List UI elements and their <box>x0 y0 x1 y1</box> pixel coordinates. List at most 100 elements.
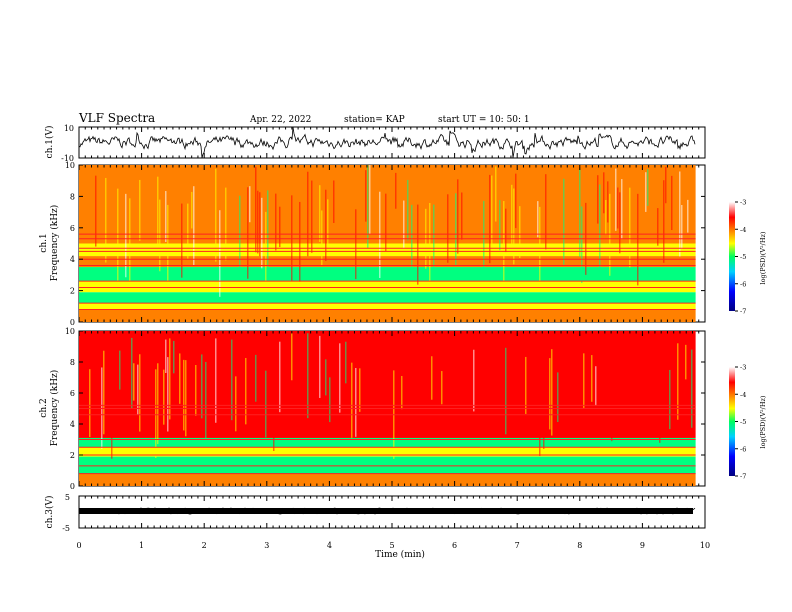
ch2-spectrogram-streak <box>663 334 665 382</box>
ch1-spectrogram-streak <box>181 203 183 278</box>
ch1-spectrogram-streak <box>193 186 195 266</box>
start-time-label: start UT = 10: 50: 1 <box>438 115 530 125</box>
ch1-spectrogram-streak <box>249 186 251 223</box>
ch2-spectrogram-streak <box>241 340 243 398</box>
ch2-spectrogram-streak <box>119 350 121 390</box>
ch1-spectrogram-ytick-label: 0 <box>70 318 75 327</box>
ch3-band <box>79 508 693 514</box>
ch2-spectrogram-streak <box>279 341 281 413</box>
ch1-spectrogram-streak <box>563 178 565 265</box>
ch2-spectrogram-ytick-label: 2 <box>70 451 75 460</box>
ch1-spectrogram-streak <box>319 185 321 242</box>
xtick-label: 7 <box>515 541 520 550</box>
ch2-spectrogram-streak <box>525 356 527 414</box>
ch1-spectrogram-streak <box>615 168 617 231</box>
ch2-spectrogram-streak <box>579 339 581 411</box>
ch2-spectrogram-streak <box>163 369 165 425</box>
ch1-spectrogram-streak <box>407 179 409 241</box>
ch1-spectrogram-streak <box>605 199 607 235</box>
ch1-spectrogram-streak <box>447 194 449 263</box>
ch1-spectrogram-streak <box>367 165 369 249</box>
ch1-spectrogram-band <box>79 303 696 310</box>
ch1-spectrogram-streak <box>411 204 413 281</box>
ch2-spectrogram-streak <box>491 337 493 412</box>
ch2-spectrogram-streak <box>543 371 545 449</box>
ch2-spectrogram-streak <box>539 377 541 456</box>
ch2-spectrogram-streak <box>425 358 427 436</box>
ch1-spectrogram-streak <box>433 204 435 269</box>
ch1-spectrogram-streak <box>603 172 605 214</box>
ch1-spectrogram-streak <box>95 175 97 247</box>
ch2-spectrogram-streak <box>611 353 613 442</box>
ch2-spectrogram-streak <box>137 364 139 416</box>
ch2-spectrogram-band <box>79 456 696 474</box>
ch1-spectrogram-streak <box>261 197 263 269</box>
ch1-spectrogram-streak <box>255 166 257 253</box>
ch2-spectrogram-streak <box>509 373 511 421</box>
ch2-spectrogram-streak <box>675 349 677 392</box>
ch2-spectrogram-streak <box>201 354 203 419</box>
xtick-label: 3 <box>264 541 269 550</box>
ch2-spectrogram-streak <box>345 341 347 384</box>
ch1-spectrogram-streak <box>167 204 169 281</box>
ch2-spectrogram-ytick-label: 4 <box>70 420 75 429</box>
figure-title: VLF Spectra <box>78 111 155 125</box>
ch1-spectrogram-streak <box>491 175 493 250</box>
ch1-spectrogram-streak <box>215 168 217 262</box>
ch1-spectrogram-streak <box>157 176 159 251</box>
ch1-spectrogram-ytick-label: 10 <box>65 161 75 170</box>
ch2-spectrogram-streak <box>243 333 245 386</box>
ch2-spectrogram-streak <box>179 353 181 404</box>
ch2-spectrogram-streak <box>169 338 171 420</box>
xtick-label: 10 <box>700 541 710 550</box>
ch1-spectrogram-streak <box>503 201 505 284</box>
ch1-spectrogram-streak <box>395 172 397 209</box>
ch1-spectrogram-streak <box>267 190 269 269</box>
ch1-spectrogram-streak <box>597 175 599 224</box>
ch1-spectrogram-streak <box>165 191 167 242</box>
ch2-spectrogram-streak <box>265 370 267 438</box>
ch2-spectrogram-band <box>79 437 696 448</box>
ch1-spectrogram-streak <box>385 193 387 252</box>
ch2-spectrogram-ytick-label: 0 <box>70 482 75 491</box>
ch1-spectrogram-streak <box>657 208 659 246</box>
ch1-spec-ylabel-top: ch.1 <box>39 233 49 252</box>
ch2-spectrogram-streak <box>205 361 207 442</box>
ch1-spectrogram-streak <box>629 187 631 268</box>
ch2-spectrogram-streak <box>245 357 247 425</box>
colorbar-ch1: -3 -4 -5 -6 -7 log(PSD)(V²/Hz) <box>729 199 767 316</box>
xtick-label: 4 <box>327 541 332 550</box>
ch1-spectrogram-streak <box>279 206 281 248</box>
ch1-spectrogram-streak <box>511 184 513 249</box>
ch1-spectrogram-streak <box>617 187 619 229</box>
xlabel: Time (min) <box>375 549 425 560</box>
ch2-spectrogram-streak <box>157 363 159 445</box>
ch2-spectrogram-streak <box>441 371 443 405</box>
ch1-spectrogram-streak <box>539 206 541 287</box>
ch1-spectrogram-streak <box>537 201 539 238</box>
xtick-label: 8 <box>577 541 582 550</box>
ch1-spectrogram-streak <box>187 203 189 259</box>
ch2-spectrogram-streak <box>681 353 683 421</box>
colorbar-ch1-tick-label: -4 <box>740 226 746 234</box>
ch1-spectrogram-ytick-label: 4 <box>70 255 75 264</box>
ch1-spectrogram-streak <box>105 177 107 263</box>
ch2-spectrogram-streak <box>549 358 551 430</box>
ch2-spectrogram-streak <box>167 357 169 432</box>
colorbar-ch2: -3 -4 -5 -6 -7 log(PSD)(V²/Hz) <box>729 364 767 481</box>
colorbar-ch1-gradient <box>729 202 735 311</box>
ch2-spectrogram-streak <box>273 377 275 451</box>
xtick-label: 1 <box>139 541 144 550</box>
ch2-spectrogram-streak <box>195 364 197 416</box>
colorbar-ch1-label: log(PSD)(V²/Hz) <box>759 231 767 284</box>
ch2-spectrogram-streak <box>677 343 679 420</box>
ch2-spec-ylabel-top: ch.2 <box>39 398 49 417</box>
time-axis: 0 1 2 3 4 5 6 7 8 9 10 <box>76 127 710 550</box>
ch1-spectrogram-band <box>79 292 696 304</box>
ch1-spectrogram-streak <box>647 169 649 206</box>
colorbar-ch1-tick-label: -5 <box>740 253 746 261</box>
ch1-spectrogram-streak <box>417 204 419 285</box>
ch1-spectrogram-streak <box>219 210 221 297</box>
ch2-spectrogram-streak <box>319 335 321 398</box>
ch1-spectrogram-streak <box>139 179 141 241</box>
